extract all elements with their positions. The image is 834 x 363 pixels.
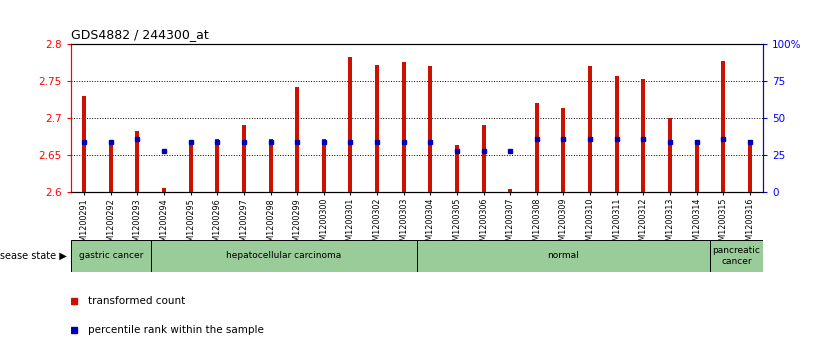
Bar [188, 142, 193, 192]
Bar [417, 240, 710, 272]
Text: normal: normal [548, 252, 580, 260]
Bar [295, 87, 299, 192]
Bar [429, 66, 432, 192]
Text: hepatocellular carcinoma: hepatocellular carcinoma [226, 252, 341, 260]
Bar [695, 140, 699, 192]
Text: gastric cancer: gastric cancer [78, 252, 143, 260]
Text: percentile rank within the sample: percentile rank within the sample [88, 325, 264, 335]
Bar [710, 240, 763, 272]
Bar [242, 126, 246, 192]
Bar [375, 65, 379, 192]
Bar [721, 61, 726, 192]
Bar [151, 240, 417, 272]
Bar [561, 107, 565, 192]
Bar [535, 103, 539, 192]
Bar [108, 142, 113, 192]
Bar [162, 188, 166, 192]
Bar [215, 139, 219, 192]
Bar [508, 189, 512, 192]
Text: GDS4882 / 244300_at: GDS4882 / 244300_at [71, 28, 208, 41]
Bar [349, 57, 353, 192]
Text: transformed count: transformed count [88, 297, 185, 306]
Bar [588, 66, 592, 192]
Bar [83, 96, 86, 192]
Bar [748, 139, 751, 192]
Bar [322, 139, 326, 192]
Bar [615, 76, 619, 192]
Bar [481, 126, 485, 192]
Bar [455, 145, 459, 192]
Bar [71, 240, 151, 272]
Bar [269, 139, 273, 192]
Text: pancreatic
cancer: pancreatic cancer [712, 246, 761, 266]
Text: disease state ▶: disease state ▶ [0, 251, 67, 261]
Bar [135, 131, 139, 192]
Bar [402, 62, 405, 192]
Bar [668, 118, 672, 192]
Bar [641, 79, 646, 192]
